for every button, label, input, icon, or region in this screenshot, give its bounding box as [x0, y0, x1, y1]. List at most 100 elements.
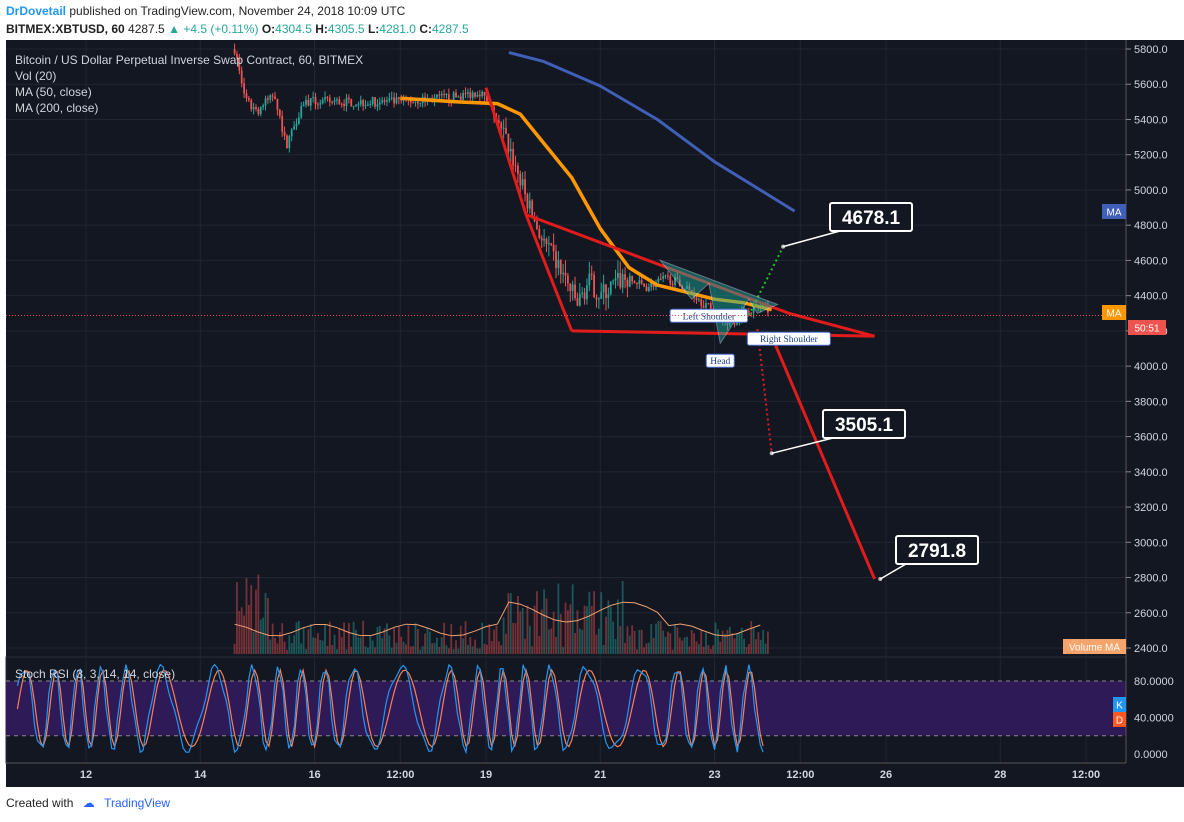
- candle-body: [469, 92, 472, 98]
- candle-body: [612, 280, 615, 282]
- volume-bar: [464, 621, 467, 654]
- volume-bar: [607, 600, 610, 654]
- volume-bar: [245, 577, 248, 654]
- candle-body: [343, 103, 345, 106]
- volume-bar: [724, 633, 726, 654]
- volume-bar: [336, 649, 338, 654]
- volume-bar: [412, 646, 415, 654]
- candle-body: [736, 321, 738, 325]
- target-label: 3505.1: [835, 415, 894, 436]
- stoch-title: Stoch RSI (3, 3, 14, 14, close): [15, 667, 175, 681]
- volume-bar: [728, 626, 731, 654]
- time-tick-label: 14: [194, 769, 207, 781]
- volume-bar: [450, 623, 453, 654]
- candle-body: [705, 303, 707, 308]
- author-link[interactable]: DrDovetail: [6, 4, 67, 18]
- candle-body: [614, 278, 617, 281]
- volume-bar: [731, 633, 734, 654]
- volume-bar: [545, 598, 548, 654]
- candle-body: [305, 99, 307, 105]
- target-label: 2791.8: [908, 541, 966, 562]
- candle-body: [605, 284, 607, 298]
- volume-bar: [588, 591, 591, 654]
- volume-bar: [657, 620, 660, 654]
- volume-bar: [543, 589, 545, 654]
- candle-body: [547, 243, 550, 245]
- volume-bar: [240, 607, 243, 654]
- volume-bar: [507, 593, 510, 654]
- candle-body: [367, 104, 369, 106]
- volume-bar: [483, 643, 486, 654]
- price-tick-label: 2400.0: [1134, 643, 1168, 655]
- candle-body: [590, 273, 593, 275]
- volume-bar: [621, 581, 624, 654]
- volume-bar: [538, 635, 541, 654]
- candle-body: [593, 274, 595, 298]
- volume-bar: [624, 642, 626, 654]
- volume-bar: [605, 616, 607, 654]
- triangle-left-edge: [524, 214, 574, 332]
- volume-bar: [319, 639, 322, 654]
- volume-bar: [476, 648, 479, 654]
- stoch-d-line: [16, 667, 764, 749]
- volume-bar: [659, 621, 662, 654]
- candle-body: [267, 98, 269, 100]
- price-change: +4.5 (+0.11%): [183, 22, 259, 36]
- candle-body: [545, 238, 548, 245]
- price-tick-label: 3200.0: [1134, 502, 1168, 514]
- publish-info: DrDovetail published on TradingView.com,…: [6, 4, 405, 18]
- candle-body: [340, 103, 343, 105]
- candle-body: [269, 95, 272, 100]
- target-label-box: [829, 202, 913, 232]
- pattern-drawings[interactable]: 4678.1 3505.1 2791.8 Left Shoulder Head Right…: [484, 87, 979, 581]
- low-value: 4281.0: [379, 22, 416, 36]
- volume-bar: [297, 620, 300, 654]
- candle-body: [276, 99, 279, 110]
- ma200-badge: MA: [1107, 208, 1122, 219]
- volume-bar: [519, 611, 522, 654]
- candle-body: [628, 275, 631, 287]
- volume-bar: [517, 595, 519, 654]
- volume-bar: [738, 633, 741, 654]
- volume-bar: [671, 649, 674, 654]
- axes: 5800.0 5600.0 5400.0 5200.0 5000.0 4800.0 4600…: [6, 40, 1184, 787]
- candle-body: [324, 97, 326, 100]
- candle-body: [667, 275, 669, 277]
- volume-bar: [690, 630, 693, 654]
- volume-bar: [736, 634, 738, 654]
- volume-bar: [402, 641, 405, 654]
- volume-ma-badge-bg: [1063, 639, 1126, 654]
- candle-body: [412, 102, 415, 104]
- candle-body: [536, 221, 538, 229]
- tradingview-link[interactable]: TradingView: [104, 796, 171, 810]
- candle-body: [376, 104, 379, 107]
- candle-body: [238, 57, 241, 71]
- candle-body: [624, 274, 626, 280]
- volume-bar: [509, 593, 512, 654]
- candle-body: [369, 104, 372, 106]
- volume-bar: [514, 623, 517, 654]
- volume-bar: [395, 642, 398, 654]
- candle-body: [486, 95, 488, 102]
- volume-bar: [612, 621, 615, 654]
- candle-body: [464, 93, 467, 95]
- candle-body: [750, 312, 753, 314]
- price-tick-label: 3600.0: [1134, 432, 1168, 444]
- volume-bar: [462, 638, 465, 654]
- volume-bar: [747, 643, 750, 654]
- price-tick-label: 2800.0: [1134, 573, 1168, 585]
- volume-bar: [414, 623, 417, 654]
- volume-bar: [719, 641, 722, 654]
- price-tick-label: 3000.0: [1134, 537, 1168, 549]
- volume-bar: [407, 625, 410, 654]
- volume-bar: [309, 624, 312, 654]
- volume-bar: [426, 627, 429, 654]
- volume-bar: [536, 591, 538, 654]
- candle-body: [381, 100, 384, 103]
- volume-bar: [647, 642, 650, 654]
- candle-body: [531, 200, 534, 217]
- volume-bar: [743, 638, 745, 654]
- candle-body: [550, 243, 553, 245]
- volume-bar: [383, 628, 386, 654]
